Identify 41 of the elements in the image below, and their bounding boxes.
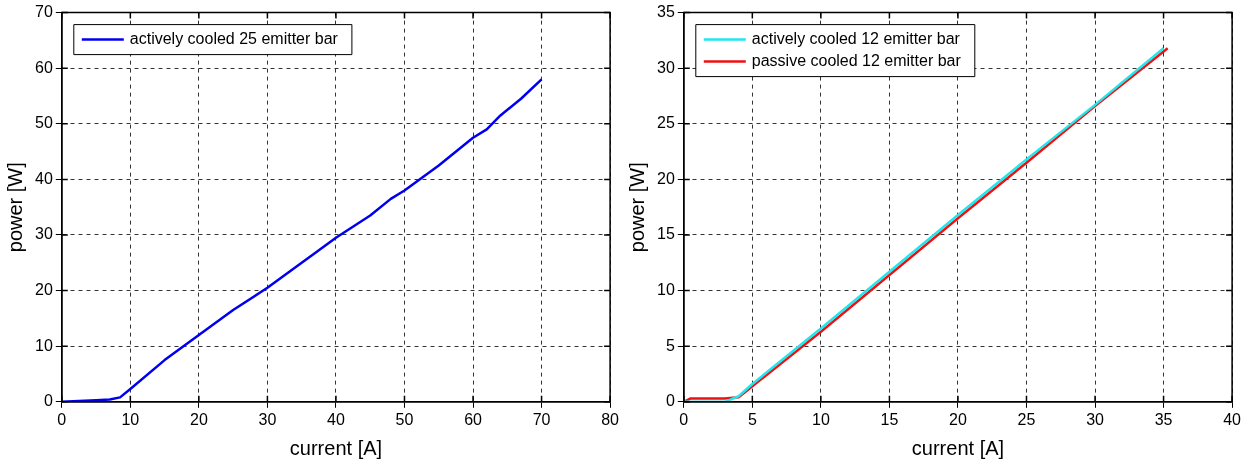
x-tick-label: 5 — [747, 410, 757, 428]
y-tick-label: 30 — [35, 225, 53, 243]
x-tick-label: 20 — [189, 410, 208, 428]
x-tick-label: 25 — [1017, 410, 1036, 428]
y-tick-label: 25 — [657, 114, 675, 132]
y-tick-label: 0 — [43, 392, 53, 410]
x-tick-label: 30 — [1086, 410, 1105, 428]
y-tick-label: 60 — [35, 58, 53, 76]
x-tick-label: 40 — [1223, 410, 1242, 428]
y-tick-label: 70 — [35, 3, 53, 21]
x-tick-label: 0 — [679, 410, 689, 428]
x-tick-label: 50 — [395, 410, 414, 428]
x-tick-label: 80 — [601, 410, 620, 428]
y-tick-label: 20 — [657, 169, 675, 187]
legend-label: actively cooled 12 emitter bar — [751, 30, 961, 48]
y-tick-label: 10 — [657, 281, 675, 299]
x-axis-title: current [A] — [911, 436, 1005, 459]
x-tick-label: 30 — [258, 410, 277, 428]
legend-label: actively cooled 25 emitter bar — [129, 30, 339, 48]
y-tick-label: 0 — [665, 392, 675, 410]
y-tick-label: 40 — [35, 169, 53, 187]
y-tick-label: 10 — [35, 336, 53, 354]
y-axis-title: power [W] — [3, 162, 26, 253]
x-tick-label: 35 — [1154, 410, 1173, 428]
y-tick-label: 35 — [657, 3, 675, 21]
x-tick-label: 10 — [121, 410, 140, 428]
x-tick-label: 20 — [949, 410, 967, 428]
y-tick-label: 15 — [657, 225, 675, 243]
x-tick-label: 0 — [57, 410, 67, 428]
x-tick-label: 10 — [811, 410, 830, 428]
legend-label: passive cooled 12 emitter bar — [751, 52, 962, 70]
y-tick-label: 50 — [35, 114, 53, 132]
x-tick-label: 40 — [327, 410, 345, 428]
x-tick-label: 70 — [532, 410, 551, 428]
y-tick-label: 5 — [665, 336, 675, 354]
x-tick-label: 15 — [880, 410, 899, 428]
y-tick-label: 20 — [35, 281, 53, 299]
y-axis-title: power [W] — [625, 162, 648, 253]
x-tick-label: 60 — [464, 410, 483, 428]
x-axis-title: current [A] — [289, 436, 383, 459]
y-tick-label: 30 — [657, 58, 675, 76]
